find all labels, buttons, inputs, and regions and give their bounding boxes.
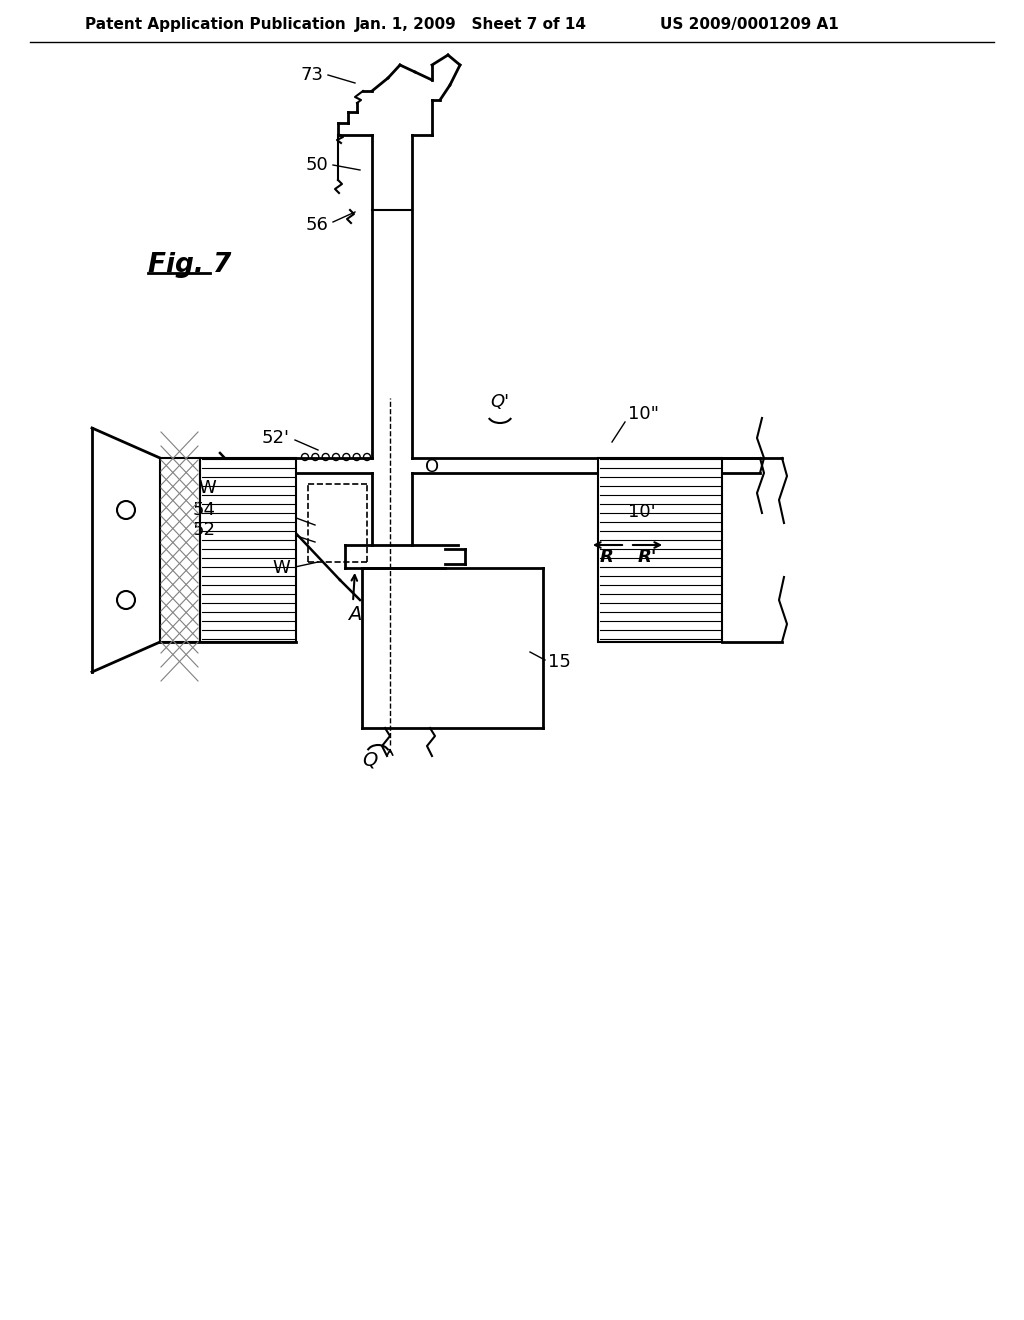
Text: 10": 10" [628, 405, 659, 422]
Text: A: A [348, 605, 361, 623]
Text: R': R' [638, 548, 657, 566]
Text: Patent Application Publication: Patent Application Publication [85, 17, 346, 33]
Bar [598, 458, 722, 642]
Text: 10': 10' [628, 503, 655, 521]
Text: W: W [199, 479, 216, 498]
Text: 50: 50 [305, 156, 328, 174]
Text: Fig. 7: Fig. 7 [148, 252, 231, 279]
Text: 73: 73 [300, 66, 323, 84]
Text: W: W [272, 558, 290, 577]
Text: 15: 15 [548, 653, 570, 671]
Text: US 2009/0001209 A1: US 2009/0001209 A1 [660, 17, 839, 33]
Text: 56: 56 [305, 216, 328, 234]
Text: 52: 52 [193, 521, 216, 539]
Text: Q': Q' [490, 393, 509, 411]
Text: 52': 52' [262, 429, 290, 447]
Text: Jan. 1, 2009   Sheet 7 of 14: Jan. 1, 2009 Sheet 7 of 14 [355, 17, 587, 33]
Text: Q: Q [362, 751, 378, 770]
Bar [200, 458, 296, 642]
Bar [160, 458, 200, 642]
Text: 54: 54 [193, 502, 216, 519]
Text: R: R [600, 548, 613, 566]
Text: O: O [425, 458, 439, 477]
